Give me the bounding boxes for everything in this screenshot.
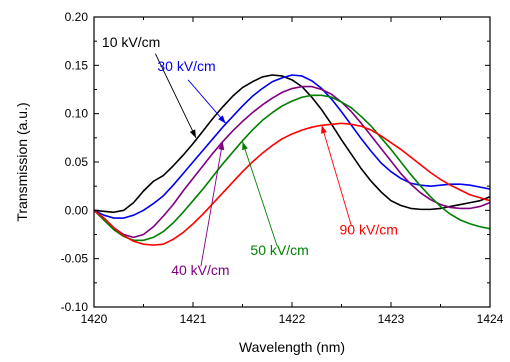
annotation-arrowhead-1	[218, 115, 226, 124]
x-tick-label: 1423	[378, 312, 405, 326]
x-tick-label: 1421	[180, 312, 207, 326]
annotation-layer: 10 kV/cm 30 kV/cm 40 kV/cm 50 kV/cm 90 kV/cm	[102, 34, 398, 278]
series-label-3: 50 kV/cm	[250, 242, 308, 258]
x-tick-label: 1420	[81, 312, 108, 326]
y-tick-label: 0.00	[65, 203, 89, 217]
annotation-arrowhead-2	[218, 141, 225, 151]
series-label-1: 30 kV/cm	[157, 58, 215, 74]
y-tick-label: 0.10	[65, 107, 89, 121]
annotation-arrowhead-3	[242, 141, 248, 151]
y-tick-label: -0.10	[61, 300, 89, 314]
y-tick-label: -0.05	[61, 252, 89, 266]
x-tick-label: 1424	[477, 312, 504, 326]
annotation-arrow-3	[242, 141, 278, 247]
annotation-arrow-1	[187, 79, 227, 124]
y-tick-label: 0.20	[65, 10, 89, 24]
annotation-arrow-4	[321, 125, 352, 226]
axes: 1420 1421 1422 1423 1424 -0.10 -0.05 0.00 0.05 0.…	[61, 10, 504, 326]
series-line-1	[94, 74, 490, 219]
plot-area	[94, 74, 490, 246]
x-tick-label: 1422	[279, 312, 306, 326]
annotation-arrow-0	[154, 53, 197, 139]
series-line-3	[94, 94, 490, 242]
series-label-0: 10 kV/cm	[102, 34, 160, 50]
annotation-arrowhead-0	[189, 129, 196, 138]
y-axis-title: Transmission (a.u.)	[14, 102, 30, 221]
series-label-4: 90 kV/cm	[340, 222, 398, 238]
series-line-4	[94, 122, 490, 246]
series-line-0	[94, 74, 490, 214]
y-tick-label: 0.15	[65, 58, 89, 72]
annotation-arrow-2	[200, 141, 224, 267]
x-axis-title: Wavelength (nm)	[239, 339, 345, 355]
y-tick-label: 0.05	[65, 155, 89, 169]
series-label-2: 40 kV/cm	[171, 262, 229, 278]
series-line-2	[94, 85, 490, 239]
plot-frame	[93, 16, 491, 308]
annotation-arrowhead-4	[321, 125, 327, 134]
